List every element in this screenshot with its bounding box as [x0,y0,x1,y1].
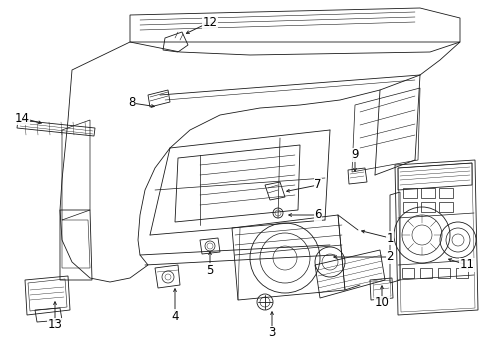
Bar [401,268,413,278]
Bar [419,268,431,278]
Text: 7: 7 [314,179,321,192]
Text: 2: 2 [386,251,393,264]
Bar [402,188,416,198]
Text: 10: 10 [374,297,388,310]
Bar [420,188,434,198]
Text: 6: 6 [314,208,321,221]
Text: 9: 9 [350,148,358,162]
Text: 1: 1 [386,231,393,244]
Bar [438,202,452,212]
Bar [437,268,449,278]
Text: 13: 13 [47,319,62,332]
Text: 11: 11 [459,258,473,271]
Text: 12: 12 [202,15,217,28]
Text: 3: 3 [268,327,275,339]
Text: 4: 4 [171,310,179,323]
Text: 5: 5 [206,264,213,276]
Bar [455,268,467,278]
Bar [420,202,434,212]
Bar [402,202,416,212]
Bar [438,188,452,198]
Text: 14: 14 [15,112,29,125]
Text: 8: 8 [128,96,135,109]
